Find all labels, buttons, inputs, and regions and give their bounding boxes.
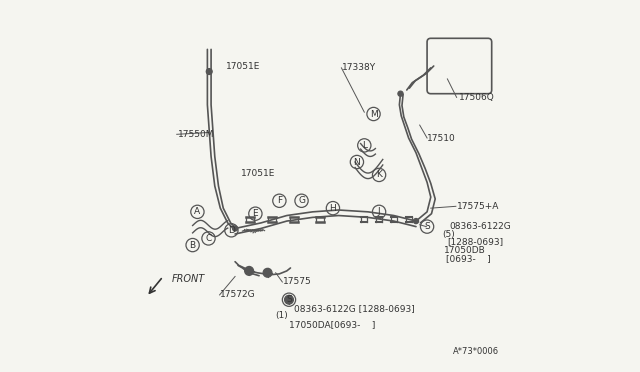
Text: 17051E: 17051E [226, 61, 260, 71]
Circle shape [263, 268, 272, 277]
Text: 17050DA[0693-    ]: 17050DA[0693- ] [289, 320, 375, 329]
Text: A*73*0006: A*73*0006 [453, 347, 499, 356]
Circle shape [244, 266, 253, 275]
Text: (1): (1) [275, 311, 288, 320]
Text: (5): (5) [442, 230, 454, 239]
Text: A: A [195, 207, 200, 217]
Text: 17051E: 17051E [241, 169, 275, 177]
Text: E: E [253, 209, 258, 218]
Text: C: C [205, 234, 212, 243]
Text: S: S [424, 222, 430, 231]
Text: 17550M: 17550M [178, 130, 214, 139]
Text: 17338Y: 17338Y [342, 63, 376, 72]
Text: 17575: 17575 [283, 278, 312, 286]
Text: 17050DB: 17050DB [444, 246, 485, 255]
Text: 17572G: 17572G [220, 291, 256, 299]
Circle shape [285, 295, 293, 304]
Text: G: G [298, 196, 305, 205]
Text: 17575+A: 17575+A [456, 202, 499, 211]
Text: M: M [370, 109, 378, 119]
Text: B: B [189, 241, 196, 250]
Text: 08363-6122G: 08363-6122G [449, 222, 511, 231]
Text: [1288-0693]: [1288-0693] [447, 238, 504, 247]
Text: S: S [286, 295, 292, 304]
Text: 17506Q: 17506Q [458, 93, 494, 102]
Text: K: K [376, 170, 382, 179]
Text: L: L [362, 141, 367, 150]
Circle shape [398, 91, 403, 96]
Circle shape [232, 226, 237, 231]
Text: H: H [330, 203, 336, 213]
Text: N: N [353, 157, 360, 167]
Text: FRONT: FRONT [172, 274, 205, 284]
Text: 17510: 17510 [427, 134, 456, 142]
Text: F: F [277, 196, 282, 205]
Circle shape [413, 218, 419, 224]
Text: [0693-    ]: [0693- ] [445, 254, 490, 263]
Text: J: J [378, 207, 380, 217]
Circle shape [206, 68, 212, 74]
Text: D: D [228, 226, 235, 235]
Text: 08363-6122G [1288-0693]: 08363-6122G [1288-0693] [294, 304, 415, 313]
